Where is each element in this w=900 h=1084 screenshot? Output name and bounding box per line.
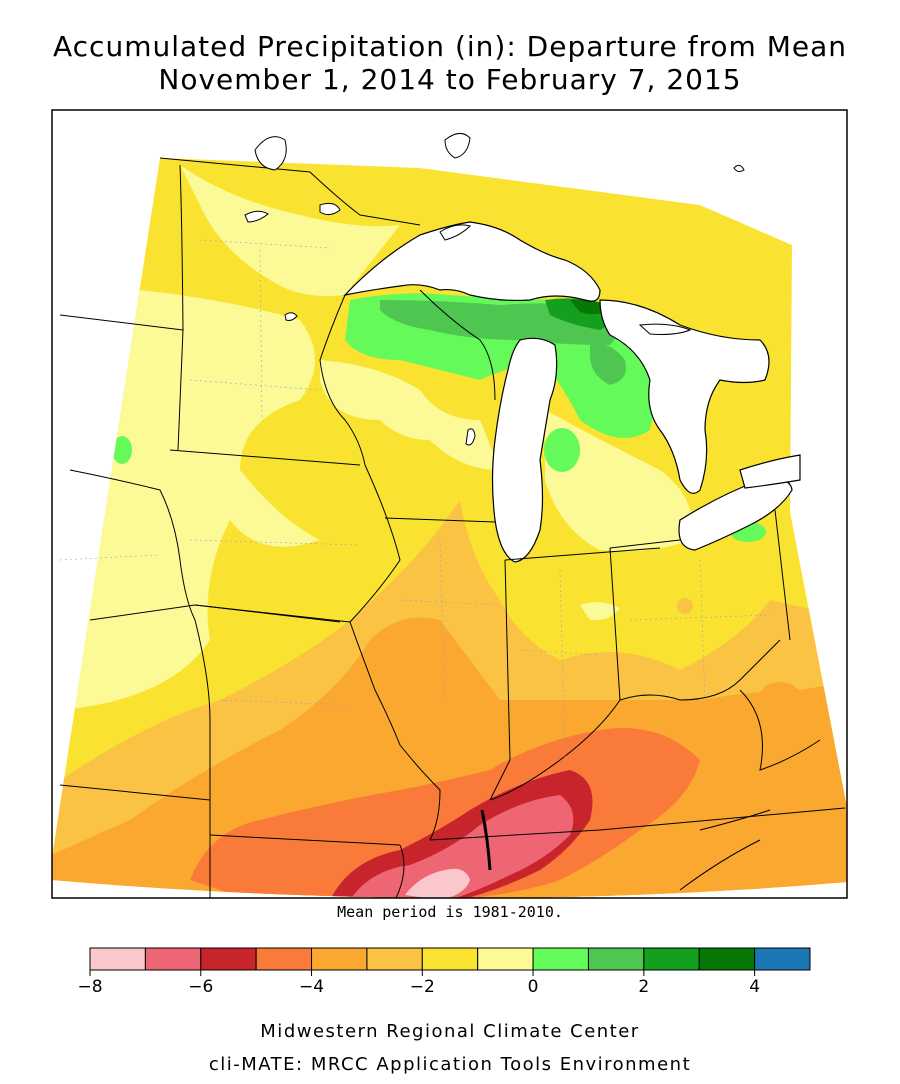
division-line-6	[399, 599, 501, 606]
border-wi-il	[384, 517, 496, 523]
state-boundaries	[59, 157, 846, 898]
border-ia-il	[349, 464, 401, 623]
legend-swatch-4	[311, 947, 368, 971]
division-line-2	[189, 379, 321, 391]
border-va-nc	[699, 809, 771, 831]
division-line-12	[699, 559, 706, 701]
island-nipigon	[444, 133, 471, 159]
island-manitoulin	[638, 323, 692, 335]
border-in-mi	[504, 547, 661, 561]
division-line-5	[219, 699, 351, 706]
legend-swatch-8	[532, 947, 589, 971]
division-line-10	[439, 539, 446, 701]
field-dry-deep	[330, 770, 593, 898]
legend-swatch-1	[144, 947, 202, 971]
legend-swatch-12	[754, 947, 811, 971]
legend-tick-label-0: −8	[77, 977, 102, 997]
legend-swatch-0	[89, 947, 146, 971]
credit-line-1: Midwestern Regional Climate Center	[260, 1021, 640, 1042]
lake-michigan	[491, 337, 558, 563]
border-mn-canada	[159, 157, 421, 226]
field-near-normal-northwest	[60, 280, 320, 710]
field-near-normal-ohio	[580, 602, 620, 621]
division-line-7	[519, 649, 601, 656]
border-ohio-river	[489, 639, 781, 801]
island-winnebago	[465, 428, 476, 446]
mean-period-note: Mean period is 1981-2010.	[337, 903, 563, 921]
lake-erie	[678, 478, 793, 551]
field-dry-extreme	[405, 868, 470, 898]
border-mississippi-lower	[395, 844, 405, 898]
legend-swatch-11	[698, 947, 756, 971]
division-line-3	[189, 539, 361, 546]
legend-swatch-7	[477, 947, 534, 971]
division-line-9	[259, 249, 263, 421]
legend-swatch-9	[587, 947, 645, 971]
legend-tick-label-5: 2	[638, 977, 649, 997]
legend-tick-label-3: −2	[410, 977, 435, 997]
legend-swatch-5	[366, 947, 423, 971]
border-nd-sd	[59, 314, 184, 331]
northern-islands	[244, 133, 745, 446]
border-oh-mi	[609, 539, 681, 549]
field-wet-mid-northern-michigan	[590, 344, 626, 385]
island-red-lake	[244, 210, 269, 223]
island-upper-red	[284, 312, 298, 321]
division-line-11	[559, 569, 566, 761]
field-dry-orange-blob-ohio	[677, 598, 693, 614]
division-lines	[59, 239, 771, 761]
legend-swatch-3	[255, 947, 313, 971]
field-near-normal-north	[180, 165, 400, 296]
island-far-northeast	[733, 164, 745, 173]
reelfoot-river-marks	[480, 809, 492, 871]
border-sd-ne	[69, 469, 196, 621]
legend-swatch-6	[421, 947, 479, 971]
border-in-oh	[609, 547, 621, 701]
border-mn-ia	[169, 449, 361, 466]
field-dry-severe	[350, 795, 574, 898]
field-near-normal-wisconsin	[320, 360, 500, 470]
map-title-line-1: Accumulated Precipitation (in): Departur…	[53, 30, 847, 63]
canada-north-land	[420, 120, 792, 245]
map-frame	[51, 109, 848, 899]
legend-swatch-2	[200, 947, 257, 971]
border-mo-il	[349, 621, 441, 841]
border-wv	[739, 689, 821, 771]
map-title-line-2: November 1, 2014 to February 7, 2015	[158, 63, 742, 96]
island-mille-lacs	[319, 202, 341, 216]
legend-tick-label-4: 0	[528, 977, 539, 997]
great-lakes	[343, 120, 801, 563]
field-wet-light-michigan-blob	[544, 428, 580, 472]
lake-superior	[343, 221, 601, 302]
field-wet-light-iowa-blob	[112, 436, 132, 464]
border-wi-mi-up	[419, 289, 496, 401]
lake-huron	[599, 299, 770, 494]
field-dry-orange-blob-east	[758, 682, 802, 718]
field-near-normal-michigan	[545, 410, 692, 552]
legend-ticks: −8 −6 −4 −2 0 2 4	[77, 970, 760, 997]
island-lake-of-woods	[254, 136, 287, 171]
island-isle-royale	[439, 224, 471, 241]
border-mn-wi	[319, 294, 366, 466]
credit-line-2: cli-MATE: MRCC Application Tools Environ…	[208, 1054, 692, 1075]
border-oh-pa	[774, 509, 791, 641]
legend-swatch-10	[643, 947, 700, 971]
division-line-8	[629, 614, 771, 621]
border-mn-nd	[177, 164, 184, 451]
legend-tick-label-2: −4	[299, 977, 324, 997]
legend-tick-label-1: −6	[188, 977, 213, 997]
legend-tick-label-6: 4	[749, 977, 760, 997]
border-mo-ar	[209, 834, 401, 846]
legend-boxes	[89, 947, 811, 971]
division-line-4	[59, 554, 161, 561]
border-mo-ks	[194, 619, 211, 898]
border-il-in	[489, 559, 511, 801]
border-ia-mo	[194, 604, 351, 623]
border-tn-east	[679, 839, 761, 891]
border-ks-ok	[59, 784, 211, 801]
lake-ontario-edge	[739, 454, 801, 489]
division-line-1	[199, 239, 331, 249]
